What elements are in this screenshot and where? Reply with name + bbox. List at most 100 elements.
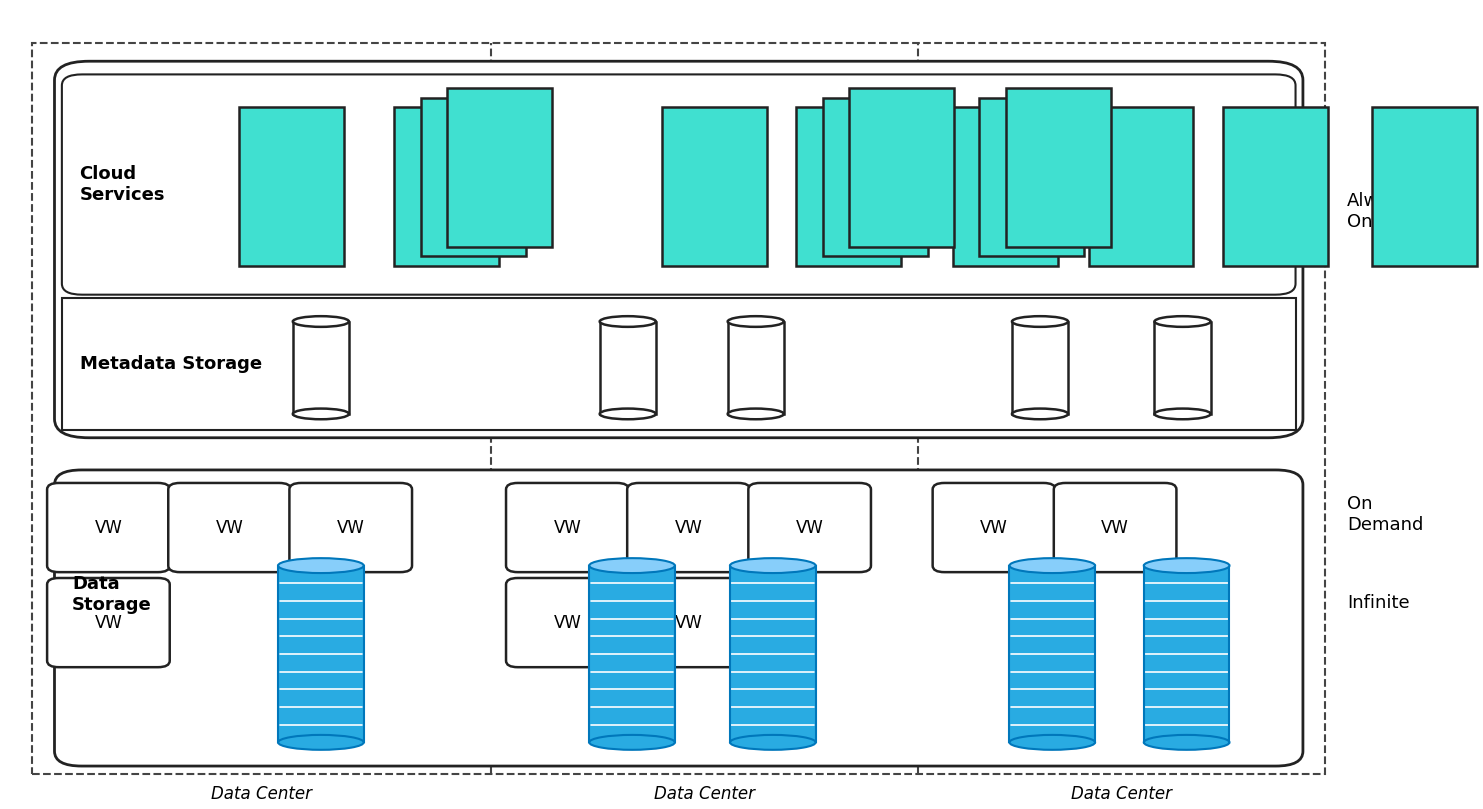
Ellipse shape [589, 735, 675, 750]
Ellipse shape [1010, 646, 1094, 662]
FancyBboxPatch shape [47, 483, 169, 572]
Bar [823, 98, 928, 256]
Ellipse shape [1143, 718, 1229, 732]
Bar [1143, 565, 1229, 743]
Ellipse shape [292, 316, 349, 327]
Bar [1223, 108, 1327, 266]
FancyBboxPatch shape [627, 578, 750, 667]
Ellipse shape [277, 700, 363, 714]
Ellipse shape [1010, 629, 1094, 644]
Ellipse shape [589, 646, 675, 662]
Text: VW: VW [796, 519, 823, 536]
Ellipse shape [277, 558, 363, 573]
Ellipse shape [589, 594, 675, 608]
Bar [33, 43, 1326, 774]
Bar [421, 98, 526, 256]
Ellipse shape [292, 316, 349, 327]
Bar [62, 298, 1296, 430]
Bar [1154, 321, 1210, 414]
Bar [730, 565, 816, 743]
Ellipse shape [292, 409, 349, 419]
Ellipse shape [1011, 409, 1068, 419]
Ellipse shape [730, 700, 816, 714]
Ellipse shape [1010, 682, 1094, 697]
FancyBboxPatch shape [933, 483, 1056, 572]
Bar [1010, 565, 1094, 743]
Bar [292, 321, 349, 414]
FancyBboxPatch shape [506, 483, 629, 572]
Ellipse shape [599, 316, 655, 327]
Text: Infinite: Infinite [1347, 594, 1410, 612]
Ellipse shape [1010, 735, 1094, 750]
Ellipse shape [277, 682, 363, 697]
Ellipse shape [277, 594, 363, 608]
Ellipse shape [589, 611, 675, 626]
Ellipse shape [728, 316, 785, 327]
Text: Always
On: Always On [1347, 193, 1410, 231]
Text: VW: VW [553, 613, 581, 632]
Ellipse shape [589, 682, 675, 697]
Ellipse shape [1010, 558, 1094, 573]
Text: VW: VW [95, 519, 123, 536]
Ellipse shape [1143, 646, 1229, 662]
Ellipse shape [277, 718, 363, 732]
Text: Data Center: Data Center [1071, 786, 1172, 803]
Ellipse shape [589, 718, 675, 732]
Ellipse shape [589, 629, 675, 644]
Bar [1005, 88, 1111, 247]
Text: Data Center: Data Center [211, 786, 313, 803]
Text: VW: VW [215, 519, 243, 536]
Ellipse shape [1143, 594, 1229, 608]
Ellipse shape [277, 664, 363, 679]
Ellipse shape [1143, 664, 1229, 679]
Bar [979, 98, 1084, 256]
Ellipse shape [730, 646, 816, 662]
FancyBboxPatch shape [1054, 483, 1176, 572]
Bar [661, 108, 767, 266]
Text: VW: VW [675, 613, 703, 632]
FancyBboxPatch shape [55, 470, 1304, 766]
Ellipse shape [1010, 718, 1094, 732]
Ellipse shape [730, 558, 816, 573]
Bar [1372, 108, 1477, 266]
FancyBboxPatch shape [168, 483, 291, 572]
Ellipse shape [730, 576, 816, 591]
Ellipse shape [730, 664, 816, 679]
Text: On
Demand: On Demand [1347, 495, 1424, 534]
Text: VW: VW [1102, 519, 1129, 536]
Ellipse shape [1143, 576, 1229, 591]
Ellipse shape [1010, 576, 1094, 591]
Ellipse shape [277, 735, 363, 750]
Bar [448, 88, 552, 247]
Bar [1011, 321, 1068, 414]
Text: Data Center: Data Center [654, 786, 755, 803]
Ellipse shape [728, 409, 785, 419]
Bar [277, 565, 363, 743]
Text: Metadata Storage: Metadata Storage [80, 355, 261, 373]
Ellipse shape [599, 316, 655, 327]
FancyBboxPatch shape [47, 578, 169, 667]
Text: VW: VW [980, 519, 1008, 536]
Bar [796, 108, 902, 266]
Ellipse shape [589, 700, 675, 714]
Bar [728, 321, 785, 414]
Ellipse shape [1143, 700, 1229, 714]
Text: Data
Storage: Data Storage [73, 575, 151, 614]
Ellipse shape [277, 576, 363, 591]
FancyBboxPatch shape [289, 483, 412, 572]
FancyBboxPatch shape [627, 483, 750, 572]
Ellipse shape [1010, 611, 1094, 626]
Ellipse shape [1011, 316, 1068, 327]
Ellipse shape [730, 682, 816, 697]
Bar [850, 88, 955, 247]
Ellipse shape [277, 611, 363, 626]
Bar [394, 108, 500, 266]
Ellipse shape [277, 629, 363, 644]
FancyBboxPatch shape [55, 61, 1304, 438]
Bar [239, 108, 344, 266]
Text: VW: VW [337, 519, 365, 536]
Ellipse shape [1143, 629, 1229, 644]
Bar [1089, 108, 1194, 266]
Ellipse shape [1143, 682, 1229, 697]
Ellipse shape [730, 594, 816, 608]
